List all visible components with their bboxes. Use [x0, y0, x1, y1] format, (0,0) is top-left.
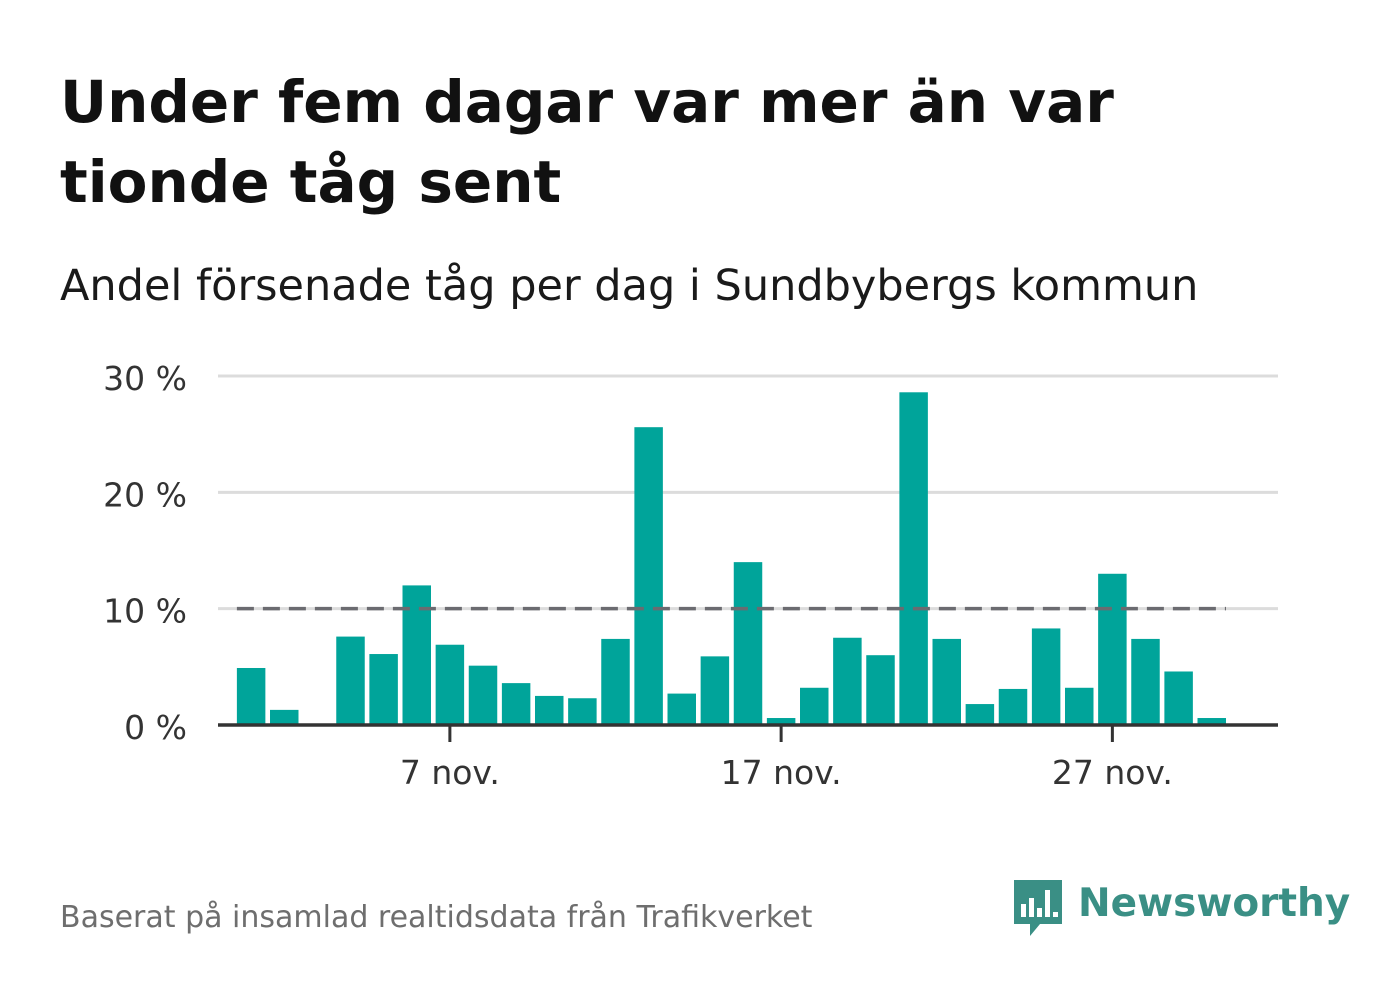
- bar: [1098, 573, 1127, 725]
- y-tick-label: 20 %: [103, 475, 187, 514]
- bar: [998, 688, 1028, 725]
- bars: [236, 392, 1226, 725]
- bar: [800, 687, 829, 725]
- bar: [236, 667, 266, 725]
- newsworthy-logo[interactable]: Newsworthy: [1010, 876, 1350, 942]
- bar: [833, 637, 862, 725]
- bar: [468, 665, 498, 725]
- bar: [336, 636, 365, 725]
- x-tick-label: 27 nov.: [1052, 753, 1173, 792]
- bar: [700, 656, 730, 725]
- bar: [1164, 671, 1193, 725]
- bar: [270, 709, 299, 725]
- bar: [899, 392, 928, 725]
- bar: [402, 585, 431, 725]
- chart-title: Under fem dagar var mer än var tionde tå…: [60, 68, 1114, 216]
- bar: [766, 718, 796, 725]
- chart-subtitle: Andel försenade tåg per dag i Sundbyberg…: [60, 261, 1199, 311]
- x-tick-label: 7 nov.: [400, 753, 500, 792]
- bar: [1031, 628, 1061, 725]
- bar: [866, 655, 895, 725]
- newsworthy-bars-icon: [1014, 880, 1062, 936]
- bar: [568, 698, 597, 725]
- x-tick-label: 17 nov.: [721, 753, 842, 792]
- y-tick-label: 0 %: [124, 708, 187, 747]
- bar: [965, 704, 995, 725]
- bar: [601, 638, 630, 725]
- bar: [1197, 718, 1226, 725]
- x-axis-ticks: 7 nov. 17 nov. 27 nov.: [400, 725, 1173, 792]
- bar: [435, 644, 465, 725]
- y-axis-ticks: 0 % 10 % 20 % 30 %: [103, 359, 187, 747]
- bar: [932, 638, 961, 725]
- bar: [634, 427, 663, 725]
- bar: [1065, 687, 1094, 725]
- bar: [501, 683, 531, 725]
- bar: [733, 562, 763, 725]
- source-note: Baserat på insamlad realtidsdata från Tr…: [60, 900, 813, 935]
- bar: [535, 695, 564, 725]
- bar: [667, 693, 696, 725]
- y-tick-label: 30 %: [103, 359, 187, 398]
- bar: [369, 654, 398, 725]
- bar-chart: 0 % 10 % 20 % 30 % 7 nov. 17 nov. 27 nov.: [103, 359, 1278, 792]
- bar: [1131, 638, 1160, 725]
- y-tick-label: 10 %: [103, 592, 187, 631]
- brand-name: Newsworthy: [1078, 881, 1351, 926]
